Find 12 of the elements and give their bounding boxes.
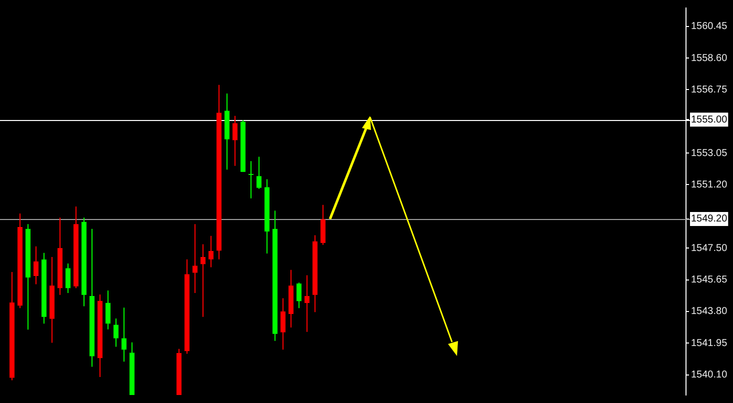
y-tick-label: 1549.20 [691,214,728,225]
y-tick-label: 1547.50 [691,242,728,254]
y-tick-label: 1545.65 [691,274,728,286]
y-tick-label: 1540.10 [691,370,728,381]
y-tick-label: 1560.45 [691,21,728,32]
y-tick-label: 1551.20 [691,179,728,190]
y-tick-label: 1541.95 [691,338,728,349]
y-tick-label: 1556.75 [691,84,728,96]
y-tick-label: 1553.05 [691,148,728,159]
y-tick-label: 1558.60 [691,52,728,64]
y-tick-label: 1555.00 [691,114,728,126]
y-tick-label: 1543.80 [691,306,728,318]
